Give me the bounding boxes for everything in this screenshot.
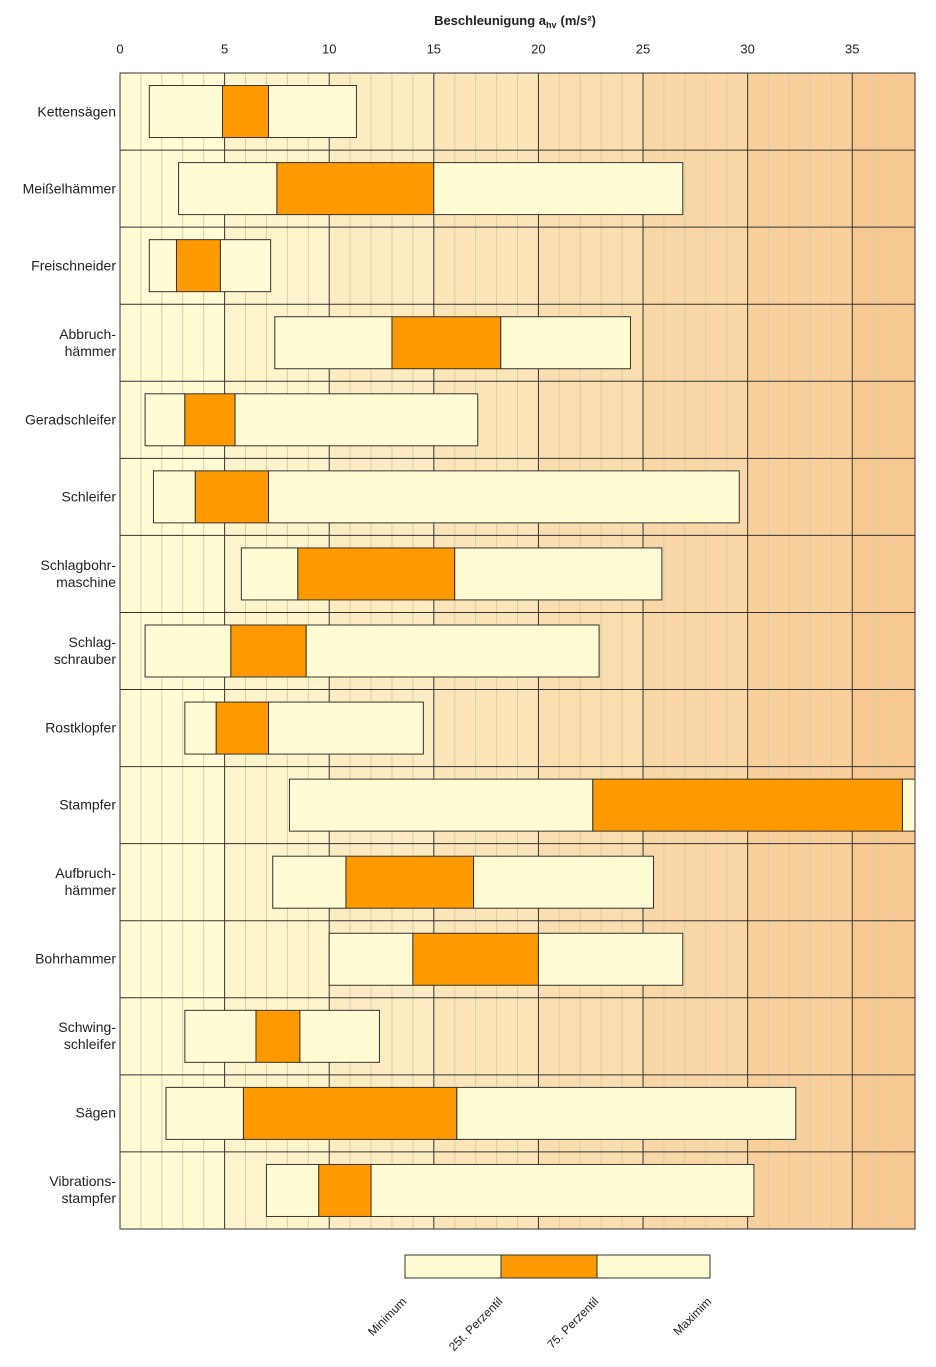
- y-tick-label: Stampfer: [59, 796, 116, 813]
- y-tick-label: Schleifer: [61, 488, 116, 505]
- range-segment: [144, 624, 232, 678]
- title-unit: (m/s²): [561, 13, 596, 28]
- range-segment: [370, 1163, 755, 1217]
- range-segment: [152, 470, 196, 524]
- background-band: [852, 73, 915, 1229]
- range-segment: [433, 162, 684, 216]
- title-subscript: hv: [546, 20, 557, 30]
- y-tick-label: Rostklopfer: [45, 719, 116, 736]
- range-segment: [144, 393, 186, 447]
- range-segment: [305, 624, 600, 678]
- range-segment: [473, 855, 654, 909]
- range-segment: [255, 1009, 301, 1063]
- range-segment: [148, 85, 224, 139]
- y-tick-label: Freischneider: [31, 257, 116, 274]
- range-segment: [412, 932, 539, 986]
- range-segment: [222, 85, 270, 139]
- range-segment: [215, 701, 270, 755]
- y-tick-label: Bohrhammer: [35, 950, 116, 967]
- background-band: [747, 73, 853, 1229]
- range-segment: [328, 932, 414, 986]
- range-segment: [184, 393, 236, 447]
- y-tick-label: Vibrations- stampfer: [49, 1173, 116, 1207]
- range-segment: [299, 1009, 380, 1063]
- range-segment: [165, 1086, 244, 1140]
- y-tick-label: Sägen: [75, 1104, 116, 1121]
- legend-label: 75. Perzentil: [544, 1294, 601, 1351]
- range-segment: [274, 316, 393, 370]
- range-segment: [318, 1163, 372, 1217]
- range-segment: [288, 778, 594, 832]
- y-tick-label: Meißelhämmer: [22, 180, 116, 197]
- range-segment: [219, 239, 272, 293]
- y-tick-label: Kettensägen: [37, 103, 116, 120]
- range-segment: [184, 1009, 257, 1063]
- range-segment: [178, 162, 278, 216]
- legend-swatch: [500, 1254, 598, 1279]
- range-segment: [175, 239, 221, 293]
- range-segment: [297, 547, 456, 601]
- range-segment: [265, 1163, 320, 1217]
- y-tick-label: Aufbruch- hämmer: [55, 865, 116, 899]
- x-tick-label: 0: [116, 41, 123, 56]
- range-segment: [268, 701, 424, 755]
- chart-title: Beschleunigung ahv (m/s²): [434, 13, 596, 30]
- range-segment: [230, 624, 307, 678]
- range-segment: [391, 316, 502, 370]
- x-tick-label: 15: [427, 41, 441, 56]
- range-segment: [148, 239, 177, 293]
- legend-label: 25t. Perzentil: [446, 1294, 505, 1353]
- y-tick-label: Geradschleifer: [24, 411, 116, 428]
- y-tick-label: Abbruch- hämmer: [59, 325, 116, 359]
- x-tick-label: 5: [221, 41, 228, 56]
- x-tick-label: 30: [740, 41, 754, 56]
- range-segment: [901, 778, 916, 832]
- range-segment: [345, 855, 475, 909]
- range-segment: [456, 1086, 797, 1140]
- legend-label: Maximim: [671, 1294, 715, 1338]
- range-segment: [500, 316, 631, 370]
- range-segment: [272, 855, 347, 909]
- y-tick-label: Schlagbohr- maschine: [40, 556, 117, 590]
- range-segment: [454, 547, 663, 601]
- range-segment: [592, 778, 903, 832]
- title-text: Beschleunigung a: [434, 13, 547, 28]
- range-segment: [184, 701, 217, 755]
- background-band: [643, 73, 748, 1229]
- range-segment: [194, 470, 270, 524]
- x-tick-label: 35: [845, 41, 859, 56]
- range-segment: [276, 162, 435, 216]
- range-segment: [242, 1086, 458, 1140]
- legend-swatch: [596, 1254, 711, 1279]
- range-segment: [268, 470, 740, 524]
- y-tick-label: Schwing- schleifer: [58, 1019, 116, 1053]
- range-segment: [537, 932, 684, 986]
- x-tick-label: 25: [636, 41, 650, 56]
- range-segment: [268, 85, 357, 139]
- range-segment: [240, 547, 299, 601]
- legend-label: Minimum: [365, 1294, 409, 1338]
- range-segment: [234, 393, 479, 447]
- x-tick-label: 20: [531, 41, 545, 56]
- plot-border: [119, 72, 916, 1230]
- legend-swatch: [404, 1254, 502, 1279]
- y-tick-label: Schlag- schrauber: [53, 634, 116, 667]
- x-tick-label: 10: [322, 41, 336, 56]
